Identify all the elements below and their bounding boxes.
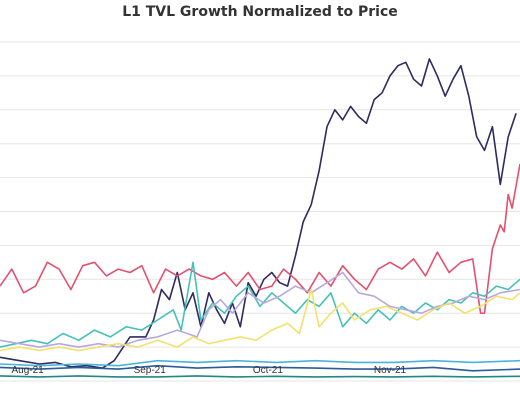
series-line-4 [0, 271, 520, 348]
x-tick-label: Oct-21 [253, 365, 283, 376]
chart-title: L1 TVL Growth Normalized to Price [122, 4, 398, 20]
series-line-8 [0, 375, 520, 378]
series-line-1 [0, 58, 517, 369]
gridlines [0, 41, 520, 382]
series-line-6 [0, 359, 520, 367]
x-axis: Aug-21 Sep-21 Oct-21 Nov-21 [11, 365, 406, 376]
x-tick-label: Sep-21 [134, 365, 167, 376]
series-line-2 [0, 163, 520, 315]
series-line-5 [0, 288, 520, 352]
x-tick-label: Aug-21 [11, 365, 44, 376]
series-line-7 [0, 364, 520, 372]
x-tick-label: Nov-21 [374, 365, 407, 376]
series-lines [0, 58, 520, 378]
